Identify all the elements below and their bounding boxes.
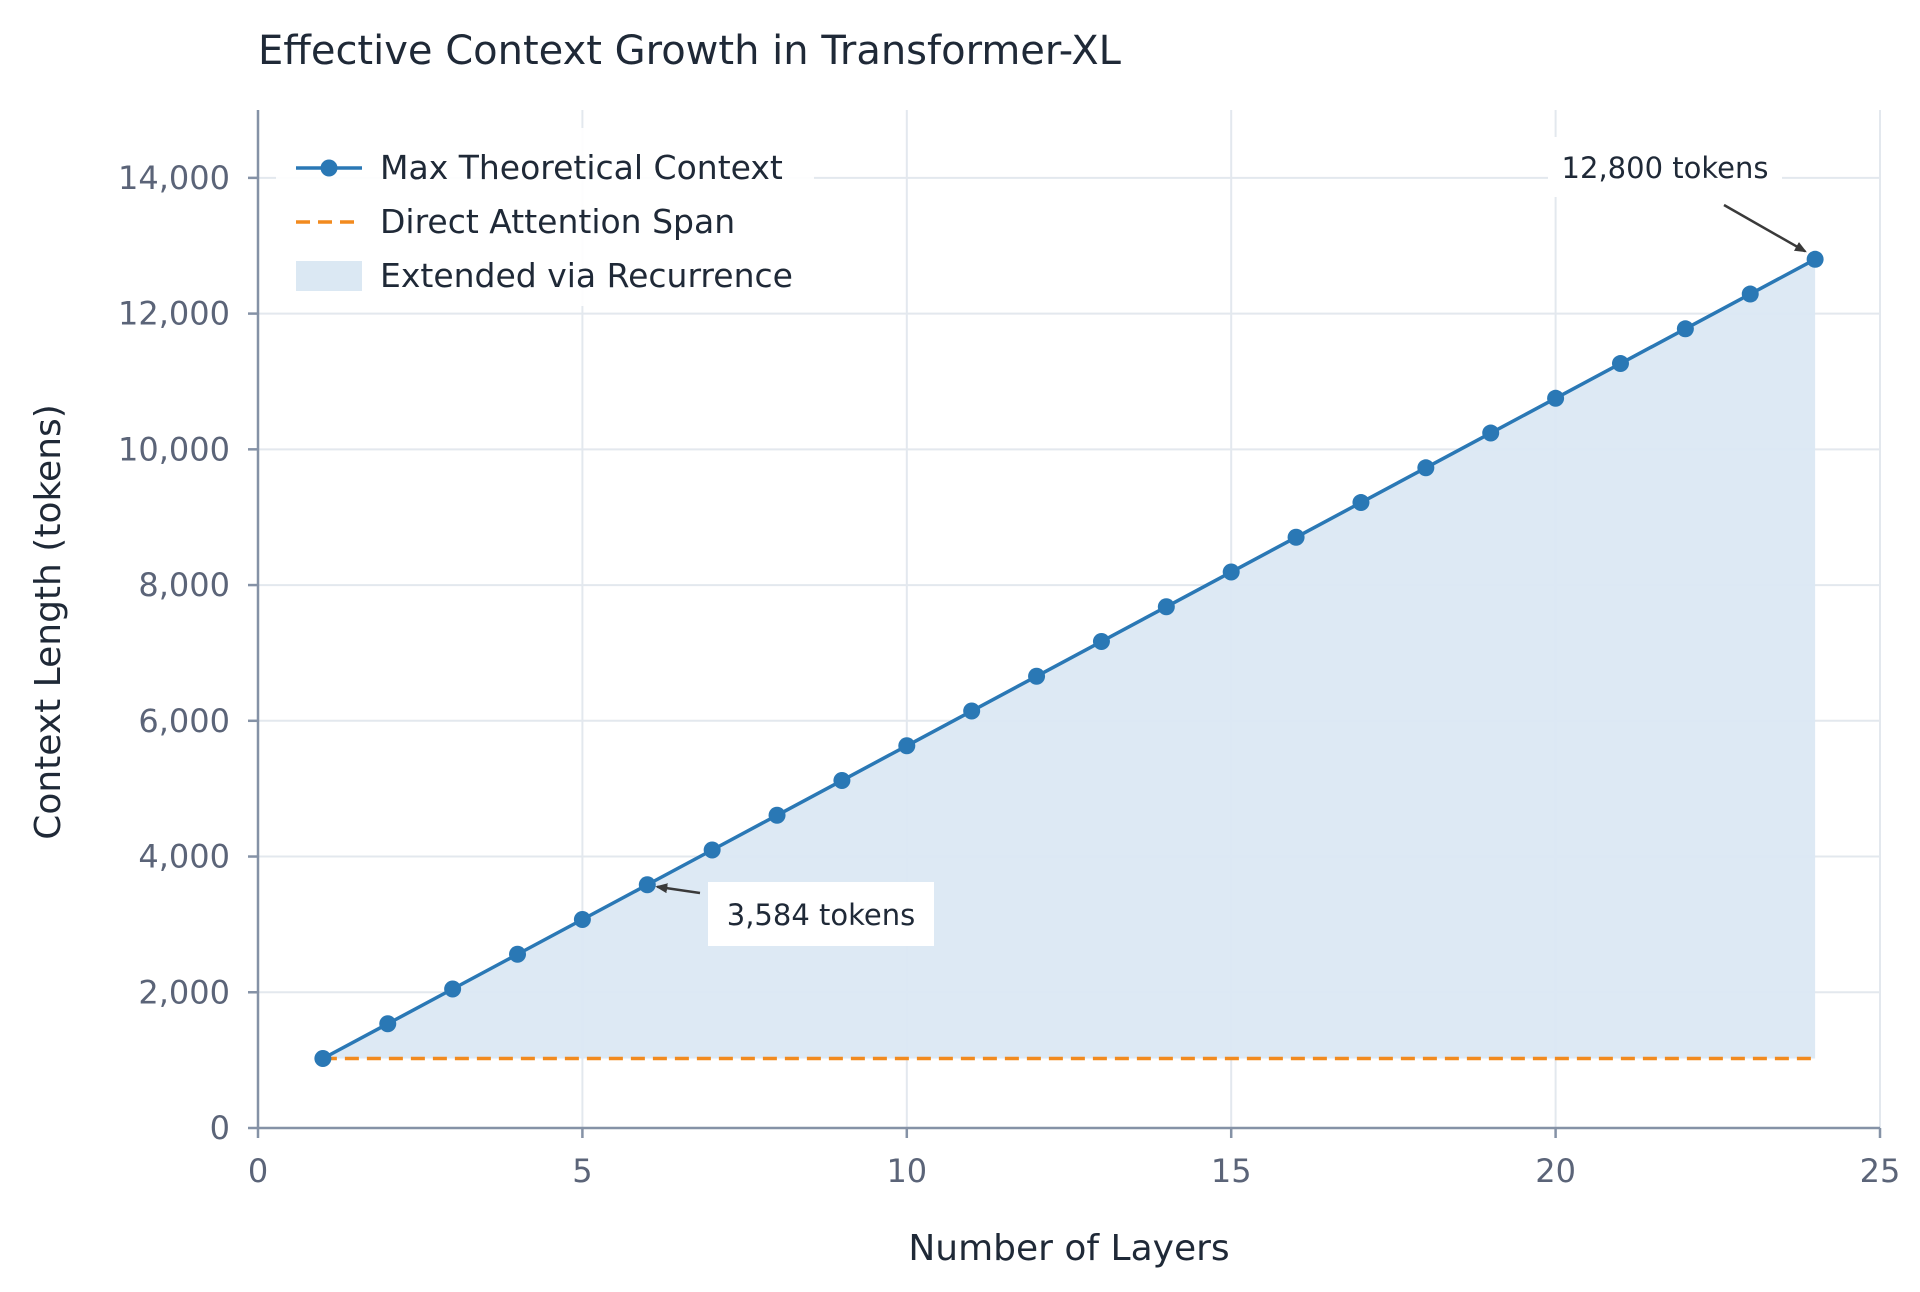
x-axis-label: Number of Layers xyxy=(908,1228,1229,1269)
data-point xyxy=(1028,667,1046,685)
data-point xyxy=(638,876,656,894)
annotation-layer: 3,584 tokens 12,800 tokens xyxy=(655,137,1807,946)
data-point xyxy=(1352,494,1370,512)
y-tick-label: 14,000 xyxy=(118,159,230,197)
annotation-arrow xyxy=(655,883,701,895)
data-point xyxy=(1417,459,1435,477)
data-point xyxy=(314,1050,332,1068)
data-point xyxy=(509,945,527,963)
legend-fill-swatch xyxy=(296,261,362,291)
data-point xyxy=(768,806,786,824)
data-point xyxy=(833,772,851,790)
y-tick-label: 8,000 xyxy=(138,566,230,604)
y-tick-label: 10,000 xyxy=(118,430,230,468)
max-theoretical-context-line xyxy=(322,257,1816,1061)
series-layer xyxy=(314,250,1824,1068)
legend-marker-swatch xyxy=(320,159,338,177)
legend-label: Max Theoretical Context xyxy=(380,148,783,187)
data-point xyxy=(1157,598,1175,616)
y-tick-label: 2,000 xyxy=(138,973,230,1011)
x-tick-label: 10 xyxy=(886,1152,927,1190)
data-point xyxy=(379,1015,397,1033)
data-point xyxy=(1287,528,1305,546)
data-point xyxy=(1676,320,1694,338)
data-point xyxy=(444,980,462,998)
x-tick-label: 15 xyxy=(1211,1152,1252,1190)
legend-label: Direct Attention Span xyxy=(380,202,735,241)
chart-title: Effective Context Growth in Transformer-… xyxy=(258,28,1122,74)
legend-box xyxy=(276,128,814,306)
x-tick-label: 20 xyxy=(1535,1152,1576,1190)
annotation-label: 3,584 tokens xyxy=(727,898,915,932)
x-tick-label: 5 xyxy=(572,1152,592,1190)
y-tick-label: 12,000 xyxy=(118,295,230,333)
data-point xyxy=(1806,250,1824,268)
data-point xyxy=(703,841,721,859)
axes xyxy=(256,110,1880,1130)
data-point xyxy=(963,702,981,720)
tick-layer: 0 2,000 4,000 6,000 8,000 10,000 12,000 14,000 0… xyxy=(118,159,1900,1190)
y-tick-label: 6,000 xyxy=(138,702,230,740)
data-point xyxy=(1741,285,1759,303)
data-point xyxy=(573,911,591,929)
y-tick-label: 0 xyxy=(210,1109,230,1147)
data-point xyxy=(1547,389,1565,407)
legend-label: Extended via Recurrence xyxy=(380,256,793,295)
annotation-label: 12,800 tokens xyxy=(1562,151,1769,185)
data-point xyxy=(1611,355,1629,373)
annotation-arrow xyxy=(1723,203,1807,253)
y-tick-label: 4,000 xyxy=(138,838,230,876)
legend: Max Theoretical Context Direct Attention … xyxy=(276,128,814,306)
data-point xyxy=(1222,563,1240,581)
annotation-box xyxy=(708,882,934,946)
x-tick-label: 0 xyxy=(248,1152,268,1190)
data-point xyxy=(1092,633,1110,651)
x-tick-label: 25 xyxy=(1860,1152,1901,1190)
annotation-box xyxy=(1548,137,1782,197)
data-point xyxy=(898,737,916,755)
data-point xyxy=(1482,424,1500,442)
y-axis-label: Context Length (tokens) xyxy=(28,404,69,840)
